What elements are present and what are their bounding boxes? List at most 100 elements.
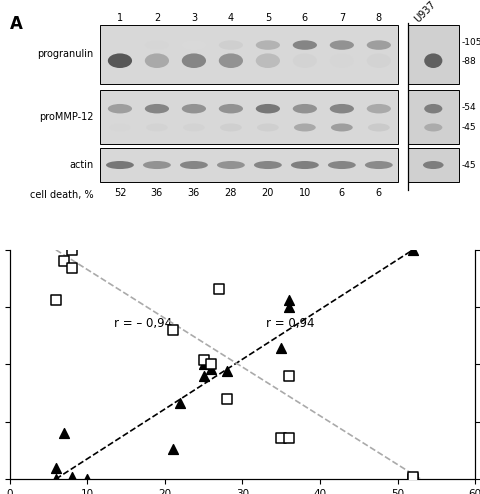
Ellipse shape — [108, 53, 132, 68]
Bar — [100, 90, 398, 144]
Point — [223, 368, 231, 375]
Ellipse shape — [146, 124, 168, 131]
Ellipse shape — [367, 104, 391, 114]
Ellipse shape — [330, 104, 354, 114]
Text: U937: U937 — [412, 0, 438, 24]
Text: r = 0,94: r = 0,94 — [266, 317, 314, 329]
Ellipse shape — [182, 41, 206, 50]
Ellipse shape — [293, 41, 317, 50]
Ellipse shape — [423, 161, 444, 169]
Ellipse shape — [106, 161, 134, 169]
Text: 10: 10 — [299, 188, 311, 198]
Ellipse shape — [182, 53, 206, 68]
Text: 36: 36 — [151, 188, 163, 198]
Ellipse shape — [367, 41, 391, 50]
Ellipse shape — [293, 53, 317, 68]
Text: progranulin: progranulin — [37, 49, 94, 59]
Point — [60, 429, 68, 437]
Ellipse shape — [424, 104, 443, 114]
Ellipse shape — [254, 161, 282, 169]
Ellipse shape — [219, 53, 243, 68]
Text: cell death, %: cell death, % — [30, 190, 94, 200]
Point — [177, 400, 184, 408]
Text: 3: 3 — [191, 13, 197, 23]
Ellipse shape — [220, 124, 242, 131]
Ellipse shape — [180, 161, 208, 169]
Ellipse shape — [182, 104, 206, 114]
Point — [52, 296, 60, 304]
Point — [285, 296, 293, 304]
Ellipse shape — [219, 104, 243, 114]
Ellipse shape — [257, 124, 279, 131]
Bar — [100, 25, 398, 83]
Point — [68, 246, 75, 253]
Point — [277, 344, 285, 352]
Bar — [100, 148, 398, 182]
Ellipse shape — [365, 161, 393, 169]
Text: 8: 8 — [376, 13, 382, 23]
Text: 1: 1 — [117, 13, 123, 23]
Text: actin: actin — [69, 160, 94, 170]
Text: 6: 6 — [339, 188, 345, 198]
Point — [405, 187, 410, 193]
Ellipse shape — [424, 53, 443, 68]
Point — [68, 264, 75, 272]
Ellipse shape — [219, 41, 243, 50]
Text: 28: 28 — [225, 188, 237, 198]
Ellipse shape — [256, 104, 280, 114]
Text: 4: 4 — [228, 13, 234, 23]
Point — [277, 434, 285, 442]
Text: 5: 5 — [265, 13, 271, 23]
Text: -88: -88 — [461, 57, 476, 66]
Text: -45: -45 — [461, 123, 476, 132]
Point — [60, 257, 68, 265]
Ellipse shape — [256, 53, 280, 68]
Ellipse shape — [145, 41, 169, 50]
Point — [200, 361, 207, 369]
Point — [52, 464, 60, 472]
Text: 20: 20 — [262, 188, 274, 198]
Point — [409, 473, 417, 481]
Ellipse shape — [330, 53, 354, 68]
Ellipse shape — [368, 124, 390, 131]
Point — [84, 475, 91, 483]
Point — [285, 434, 293, 442]
Point — [409, 246, 417, 253]
Text: 6: 6 — [376, 188, 382, 198]
Point — [215, 285, 223, 292]
Point — [168, 446, 176, 453]
Point — [68, 473, 75, 481]
Point — [285, 303, 293, 311]
Text: -105: -105 — [461, 39, 480, 47]
Point — [207, 365, 215, 373]
Text: 2: 2 — [154, 13, 160, 23]
Ellipse shape — [143, 161, 171, 169]
Bar — [408, 90, 459, 144]
Text: 52: 52 — [114, 188, 126, 198]
Ellipse shape — [330, 41, 354, 50]
Point — [200, 372, 207, 380]
Text: r = – 0,94: r = – 0,94 — [114, 317, 172, 329]
Bar — [408, 148, 459, 182]
Point — [168, 326, 176, 334]
Text: -45: -45 — [461, 161, 476, 169]
Ellipse shape — [217, 161, 245, 169]
Ellipse shape — [109, 124, 131, 131]
Text: 36: 36 — [188, 188, 200, 198]
Ellipse shape — [145, 53, 169, 68]
Point — [52, 475, 60, 483]
Text: 7: 7 — [339, 13, 345, 23]
Ellipse shape — [331, 124, 353, 131]
Ellipse shape — [183, 124, 205, 131]
Ellipse shape — [367, 53, 391, 68]
Point — [223, 395, 231, 403]
Ellipse shape — [145, 104, 169, 114]
Ellipse shape — [293, 104, 317, 114]
Ellipse shape — [108, 104, 132, 114]
Ellipse shape — [256, 41, 280, 50]
Point — [200, 356, 207, 364]
Ellipse shape — [424, 124, 443, 131]
Point — [405, 20, 410, 26]
Text: proMMP-12: proMMP-12 — [39, 112, 94, 122]
Text: 6: 6 — [302, 13, 308, 23]
